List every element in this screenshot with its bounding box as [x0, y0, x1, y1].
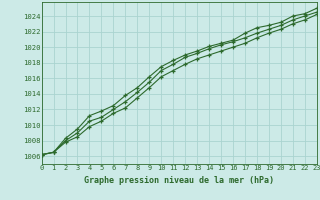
X-axis label: Graphe pression niveau de la mer (hPa): Graphe pression niveau de la mer (hPa)	[84, 176, 274, 185]
